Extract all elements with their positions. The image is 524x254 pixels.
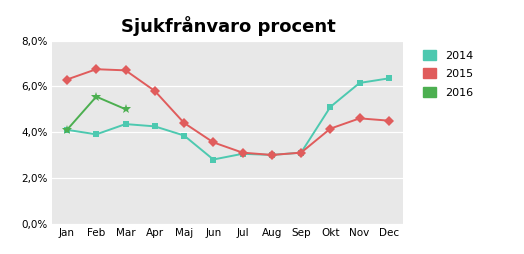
2014 — [269, 153, 275, 156]
2015 — [327, 127, 333, 130]
Line: 2014: 2014 — [63, 75, 392, 163]
2015 — [298, 151, 304, 154]
2014 — [210, 158, 216, 161]
2016 — [64, 128, 70, 131]
2014 — [64, 128, 70, 131]
Title: Sjukfrånvaro procent: Sjukfrånvaro procent — [121, 16, 335, 36]
2015 — [386, 119, 392, 122]
2015 — [151, 89, 158, 92]
Line: 2016: 2016 — [62, 92, 130, 135]
2015 — [356, 117, 363, 120]
2014 — [151, 125, 158, 128]
2015 — [181, 121, 187, 124]
2015 — [239, 151, 246, 154]
2014 — [356, 81, 363, 84]
2016 — [123, 108, 129, 111]
2014 — [298, 151, 304, 154]
2015 — [269, 153, 275, 156]
2014 — [93, 133, 100, 136]
2014 — [181, 134, 187, 137]
2016 — [93, 95, 100, 98]
Line: 2015: 2015 — [63, 66, 392, 158]
2015 — [64, 78, 70, 81]
2014 — [239, 152, 246, 155]
2014 — [327, 105, 333, 108]
2014 — [386, 77, 392, 80]
2015 — [123, 69, 129, 72]
2015 — [210, 141, 216, 144]
Legend: 2014, 2015, 2016: 2014, 2015, 2016 — [423, 50, 474, 98]
2014 — [123, 123, 129, 126]
2015 — [93, 68, 100, 71]
